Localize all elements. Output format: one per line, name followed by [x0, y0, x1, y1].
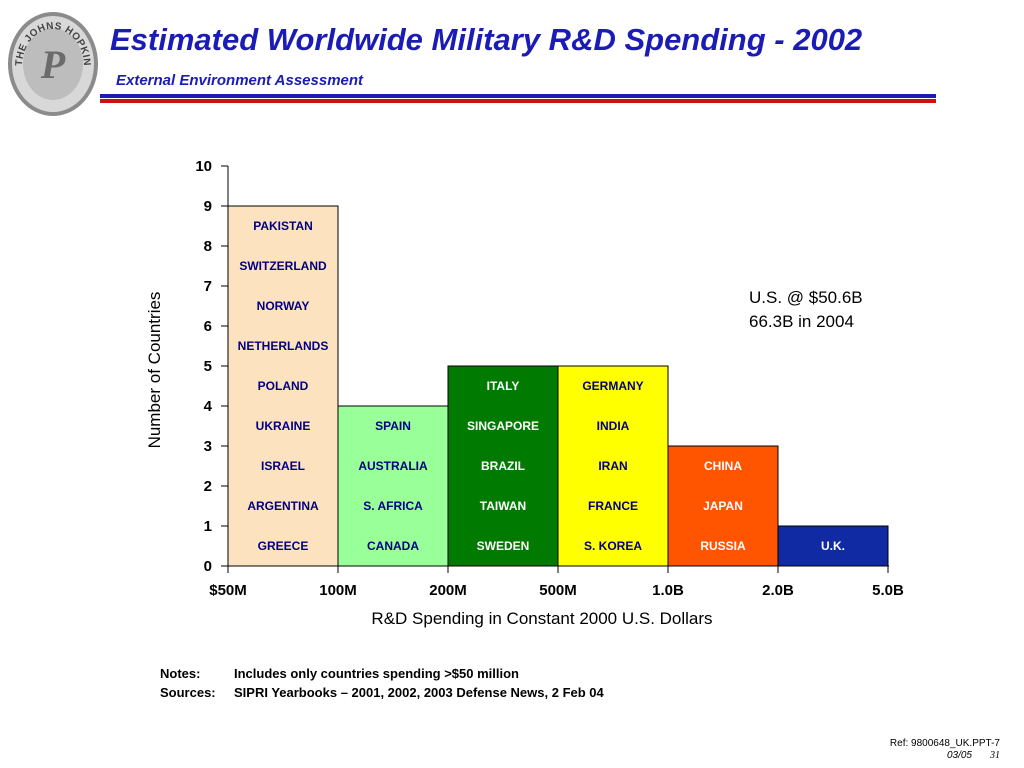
country-label: RUSSIA: [700, 539, 746, 553]
x-tick-label: 500M: [539, 582, 577, 599]
country-label: S. AFRICA: [363, 499, 423, 513]
y-tick-label: 6: [204, 318, 212, 335]
country-label: SINGAPORE: [467, 419, 539, 433]
x-axis-label: R&D Spending in Constant 2000 U.S. Dolla…: [371, 609, 712, 628]
x-tick-label: $50M: [209, 582, 247, 599]
us-2004-annotation: 66.3B in 2004: [749, 312, 854, 331]
header-rule-red: [100, 99, 936, 103]
y-tick-label: 5: [204, 358, 212, 375]
country-label: SWEDEN: [477, 539, 530, 553]
university-seal-logo: THE JOHNS HOPKINS UNIVERSITY P: [6, 8, 98, 116]
country-label: AUSTRALIA: [358, 459, 428, 473]
x-tick-label: 100M: [319, 582, 357, 599]
y-tick-label: 9: [204, 198, 212, 215]
reference-id: Ref: 9800648_UK.PPT-7: [889, 738, 1000, 749]
sources-text: SIPRI Yearbooks – 2001, 2002, 2003 Defen…: [234, 685, 604, 700]
x-tick-label: 200M: [429, 582, 467, 599]
sources-line: Sources: SIPRI Yearbooks – 2001, 2002, 20…: [160, 685, 604, 700]
bar-6: [777, 525, 889, 567]
notes-line: Notes: Includes only countries spending >…: [160, 666, 519, 681]
country-label: ITALY: [487, 379, 520, 393]
x-tick-label: 5.0B: [872, 582, 904, 599]
country-label: SWITZERLAND: [239, 259, 327, 273]
notes-text: Includes only countries spending >$50 mi…: [234, 666, 519, 681]
bar-2: [337, 405, 449, 567]
bars-layer: [227, 205, 889, 567]
country-label: S. KOREA: [584, 539, 642, 553]
page-subtitle: External Environment Assessment: [116, 72, 364, 89]
country-label: ISRAEL: [261, 459, 305, 473]
country-label: TAIWAN: [480, 499, 526, 513]
country-label: U.K.: [821, 539, 845, 553]
y-tick-label: 7: [204, 278, 212, 295]
country-label: FRANCE: [588, 499, 638, 513]
country-label: GERMANY: [582, 379, 643, 393]
y-tick-label: 8: [204, 238, 212, 255]
x-tick-label: 1.0B: [652, 582, 684, 599]
country-label: CHINA: [704, 459, 742, 473]
y-tick-label: 4: [204, 398, 213, 415]
country-label: IRAN: [598, 459, 627, 473]
y-tick-label: 1: [204, 518, 212, 535]
country-label: NETHERLANDS: [238, 339, 329, 353]
country-label: JAPAN: [703, 499, 743, 513]
page-number: 31: [990, 750, 1000, 761]
labels-layer: GREECE ARGENTINA ISRAEL UKRAINE POLAND NETHER…: [238, 219, 845, 553]
y-ticks: 0 1 2 3 4 5 6 7 8 9 10: [195, 158, 228, 575]
x-ticks: $50M 100M 200M 500M 1.0B 2.0B 5.0B: [209, 566, 904, 599]
country-label: POLAND: [258, 379, 309, 393]
country-label: INDIA: [597, 419, 630, 433]
bar-1: [227, 205, 339, 567]
x-tick-label: 2.0B: [762, 582, 794, 599]
notes-label: Notes:: [160, 666, 201, 681]
country-label: BRAZIL: [481, 459, 525, 473]
country-label: UKRAINE: [256, 419, 311, 433]
svg-text:P: P: [40, 42, 66, 87]
bar-4: [557, 365, 669, 567]
y-tick-label: 0: [204, 558, 212, 575]
y-tick-label: 10: [195, 158, 212, 175]
us-spending-annotation: U.S. @ $50.6B: [749, 288, 863, 307]
country-label: PAKISTAN: [253, 219, 313, 233]
page-title: Estimated Worldwide Military R&D Spendin…: [110, 22, 863, 57]
y-tick-label: 2: [204, 478, 212, 495]
country-label: SPAIN: [375, 419, 411, 433]
country-label: ARGENTINA: [247, 499, 319, 513]
header-rule-blue: [100, 94, 936, 98]
sources-label: Sources:: [160, 685, 216, 700]
country-label: GREECE: [258, 539, 309, 553]
country-label: CANADA: [367, 539, 419, 553]
y-axis-label: Number of Countries: [145, 292, 164, 449]
y-tick-label: 3: [204, 438, 212, 455]
footer-date: 03/05: [946, 750, 972, 761]
bar-3: [447, 365, 559, 567]
country-label: NORWAY: [257, 299, 310, 313]
